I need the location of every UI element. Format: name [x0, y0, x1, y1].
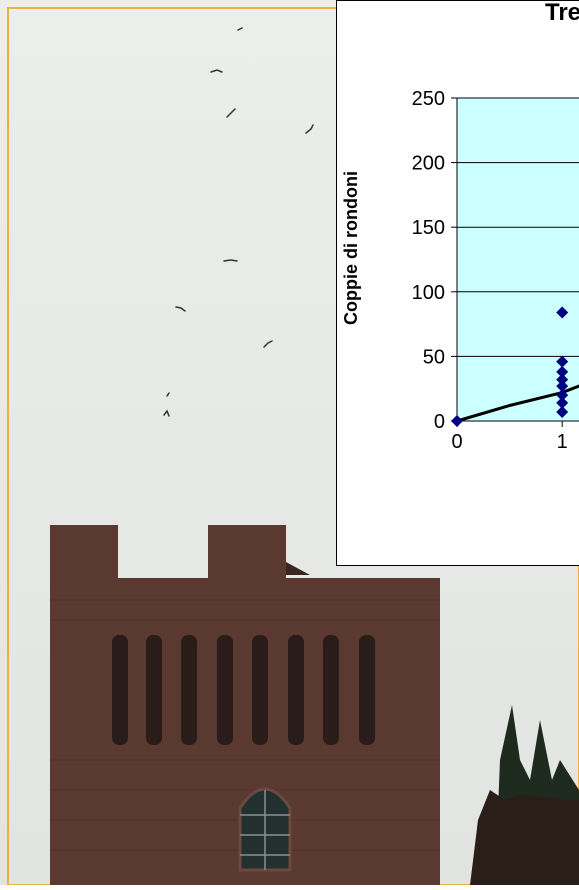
gridlines	[457, 97, 579, 357]
y-tick-label: 150	[412, 217, 445, 239]
data-point	[556, 405, 569, 418]
x-tick-label: 0	[451, 431, 462, 453]
y-tick-label: 250	[412, 88, 445, 110]
data-point	[556, 355, 569, 368]
data-points	[451, 306, 569, 427]
trend-line-layer	[456, 384, 579, 423]
trend-line	[456, 384, 579, 423]
data-point	[556, 389, 569, 402]
data-point	[556, 306, 569, 319]
trees	[470, 705, 579, 885]
data-point	[451, 415, 463, 427]
y-tick-label: 200	[412, 153, 445, 175]
swift-birds	[163, 27, 314, 417]
y-tick-labels: 0 50 100 150 200 250	[412, 88, 445, 433]
data-point	[556, 380, 569, 393]
chart-title: Tre	[545, 1, 579, 26]
data-point	[556, 365, 569, 378]
y-tick-label: 100	[412, 282, 445, 304]
axes	[451, 97, 579, 427]
data-point	[556, 396, 569, 409]
y-axis-label: Coppie di rondoni	[341, 171, 361, 325]
plot-area	[456, 97, 579, 422]
y-tick-label: 0	[434, 411, 445, 433]
data-point	[556, 373, 569, 386]
brick-tower	[50, 525, 440, 885]
y-tick-label: 50	[423, 346, 445, 368]
x-tick-label: 1	[557, 431, 568, 453]
